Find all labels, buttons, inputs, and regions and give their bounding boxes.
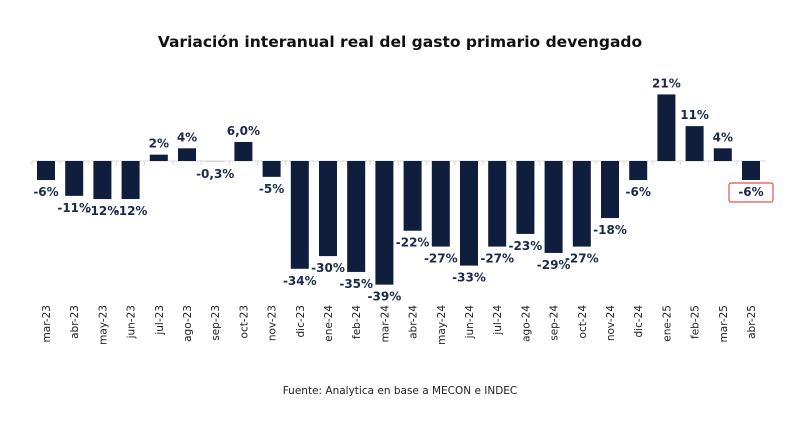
data-label-ene-25: 21%	[652, 76, 681, 90]
x-tick-label-jul-24: jul-24	[492, 305, 504, 336]
x-tick-label-sep-23: sep-23	[210, 305, 222, 341]
x-tick-label-dic-23: dic-23	[295, 305, 307, 338]
x-tick-label-ago-23: ago-23	[182, 305, 194, 342]
data-label-ago-23: 4%	[177, 130, 197, 144]
bar-ene-24	[319, 161, 337, 257]
bar-ago-24	[516, 161, 535, 234]
bar-abr-25	[742, 161, 760, 181]
chart-title: Variación interanual real del gasto prim…	[157, 33, 643, 51]
bar-oct-23	[234, 141, 253, 161]
bar-sep-23	[206, 161, 225, 163]
bar-jun-24	[460, 161, 478, 266]
data-label-ene-24: -30%	[311, 261, 345, 275]
x-tick-label-ene-24: ene-24	[323, 305, 335, 342]
x-tick-label-feb-24: feb-24	[351, 305, 363, 339]
data-label-mar-23: -6%	[33, 185, 58, 199]
bar-nov-23	[262, 161, 281, 177]
bar-ago-23	[178, 148, 196, 161]
highlight-box	[728, 182, 774, 203]
data-label-ago-24: -23%	[509, 239, 543, 253]
data-label-sep-24: -29%	[537, 258, 571, 272]
data-label-mar-24: -39%	[368, 290, 402, 304]
data-label-nov-23: -5%	[259, 182, 284, 196]
x-tick-label-jun-24: jun-24	[464, 305, 476, 340]
x-tick-label-oct-23: oct-23	[238, 305, 250, 338]
x-tick-label-ago-24: ago-24	[520, 305, 532, 342]
x-tick-label-jul-23: jul-23	[154, 305, 166, 336]
x-tick-label-abr-24: abr-24	[408, 305, 420, 339]
bar-mar-25	[713, 148, 732, 161]
bar-abr-23	[65, 161, 84, 196]
bar-ene-25	[657, 94, 676, 161]
data-label-abr-23: -11%	[57, 201, 91, 215]
data-label-dic-23: -34%	[283, 274, 317, 288]
bar-jul-24	[488, 161, 507, 247]
x-tick-label-abr-25: abr-25	[746, 305, 758, 339]
bar-may-23	[93, 161, 112, 200]
x-tick-label-may-24: may-24	[436, 305, 448, 345]
data-label-feb-25: 11%	[680, 108, 709, 122]
bar-oct-24	[572, 161, 591, 247]
data-label-abr-25: -6%	[738, 185, 763, 199]
x-tick-label-oct-24: oct-24	[577, 305, 589, 339]
bar-nov-24	[601, 161, 619, 219]
data-label-jun-24: -33%	[452, 271, 486, 285]
data-label-oct-24: -27%	[565, 252, 599, 266]
x-tick-label-abr-23: abr-23	[69, 305, 81, 339]
x-tick-label-sep-24: sep-24	[549, 305, 561, 341]
x-tick-label-mar-25: mar-25	[718, 305, 730, 342]
data-label-may-24: -27%	[424, 252, 458, 266]
data-label-oct-23: 6,0%	[227, 124, 260, 138]
data-label-may-23: -12%	[86, 204, 120, 218]
bar-feb-24	[347, 161, 366, 272]
bar-mar-23	[37, 161, 55, 181]
bar-dic-23	[290, 161, 309, 269]
data-label-jul-24: -27%	[480, 252, 514, 266]
x-tick-label-mar-23: mar-23	[41, 305, 53, 342]
x-tick-label-feb-25: feb-25	[690, 305, 702, 339]
bar-may-24	[431, 161, 450, 247]
x-tick-label-nov-23: nov-23	[267, 305, 279, 341]
data-label-mar-25: 4%	[713, 130, 733, 144]
data-label-jun-23: -12%	[114, 204, 148, 218]
data-label-dic-24: -6%	[626, 185, 651, 199]
bar-mar-24	[375, 161, 394, 285]
data-label-nov-24: -18%	[593, 223, 627, 237]
x-tick-label-jun-23: jun-23	[126, 305, 138, 339]
bar-jul-23	[149, 154, 168, 161]
bar-abr-24	[403, 161, 422, 231]
data-label-sep-23: -0,3%	[196, 167, 234, 181]
data-label-jul-23: 2%	[149, 137, 169, 151]
data-label-abr-24: -22%	[396, 236, 430, 250]
x-tick-label-ene-25: ene-25	[661, 305, 673, 342]
chart-source: Fuente: Analytica en base a MECON e INDE…	[282, 385, 518, 397]
x-tick-label-may-23: may-23	[97, 305, 109, 345]
x-tick-label-mar-24: mar-24	[379, 305, 391, 343]
x-tick-label-dic-24: dic-24	[633, 305, 645, 338]
bar-sep-24	[544, 161, 563, 253]
bar-feb-25	[685, 126, 704, 161]
data-label-feb-24: -35%	[339, 277, 373, 291]
bar-jun-23	[121, 161, 140, 200]
x-tick-label-nov-24: nov-24	[605, 305, 617, 341]
bar-dic-24	[629, 161, 648, 181]
